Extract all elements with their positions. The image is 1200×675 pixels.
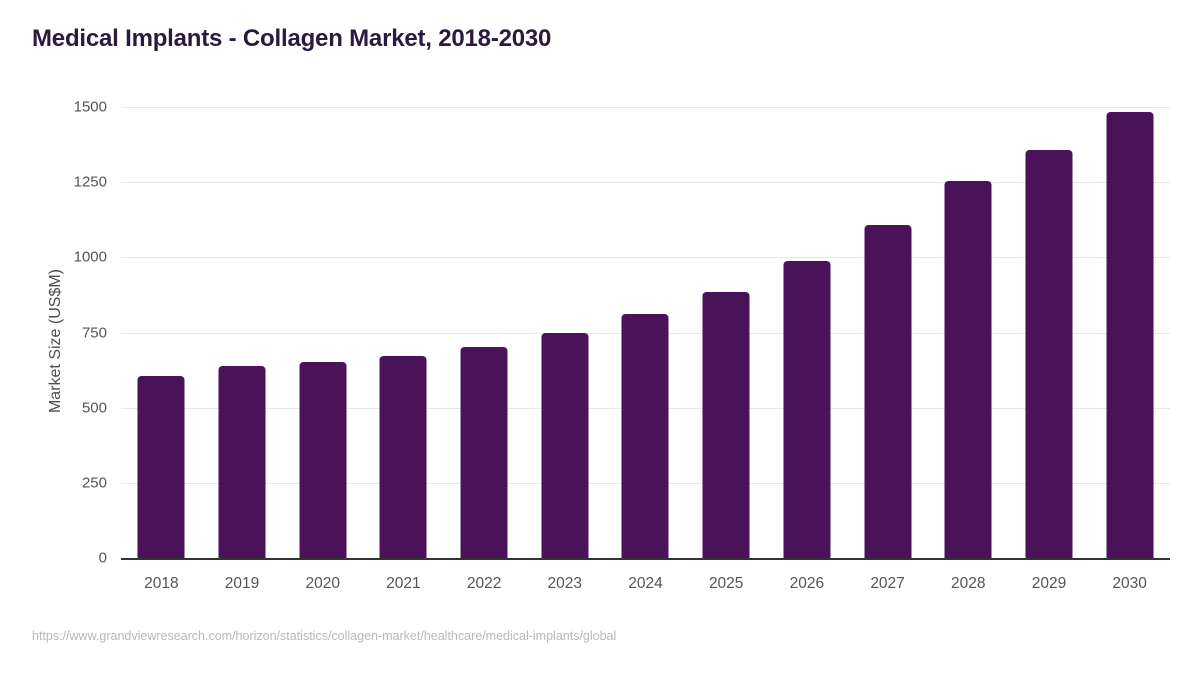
x-axis-tick-label: 2018 (144, 575, 179, 592)
x-axis-tick-label: 2030 (1112, 575, 1147, 592)
plot-area: 0 250 500 750 1000 1250 1500 2018 2019 2020 2021 2… (74, 99, 1170, 592)
x-axis-tick-label: 2026 (789, 575, 825, 592)
bar-slot (444, 107, 525, 558)
y-axis-tick-label: 0 (98, 549, 107, 567)
bar-slot (363, 107, 444, 558)
bar-slot (928, 107, 1009, 558)
y-axis-tick-label: 1500 (73, 98, 107, 116)
bar[interactable] (299, 361, 347, 558)
x-axis-tick-label: 2019 (224, 575, 260, 592)
bar[interactable] (379, 355, 427, 558)
x-axis-tick-label: 2025 (708, 575, 744, 592)
bar[interactable] (783, 260, 831, 558)
page-title: Medical Implants - Collagen Market, 2018… (32, 25, 552, 52)
bar-series (121, 107, 1170, 558)
bar-slot (121, 107, 202, 558)
bar-slot (686, 107, 767, 558)
x-axis-tick-label: 2024 (628, 575, 663, 592)
bar-slot (282, 107, 363, 558)
y-axis-tick-label: 1250 (73, 173, 107, 191)
bar[interactable] (460, 346, 508, 558)
y-axis-tick-label: 250 (81, 474, 107, 492)
bar-slot (1089, 107, 1170, 558)
y-axis-tick-label: 1000 (73, 248, 107, 266)
bar[interactable] (1106, 111, 1154, 558)
x-axis-tick-label: 2022 (466, 575, 502, 592)
source-url-caption: https://www.grandviewresearch.com/horizo… (32, 629, 617, 643)
bar[interactable] (864, 225, 912, 558)
y-axis-tick-label: 500 (81, 399, 107, 417)
gridline (121, 182, 1170, 184)
bar[interactable] (218, 365, 266, 558)
bar-slot (605, 107, 686, 558)
bar[interactable] (137, 376, 185, 558)
x-axis-tick-label: 2020 (305, 575, 340, 592)
x-axis-tick-label: 2027 (870, 575, 905, 592)
x-axis-tick-label: 2028 (951, 575, 986, 592)
bar[interactable] (944, 180, 992, 558)
bar[interactable] (621, 313, 669, 558)
bar-slot (1009, 107, 1090, 558)
x-axis-tick-label: 2029 (1031, 575, 1067, 592)
bar-slot (524, 107, 605, 558)
bar-slot (847, 107, 928, 558)
y-axis-tick-label: 750 (81, 324, 107, 341)
x-axis-tick-label: 2021 (386, 575, 421, 592)
bar-slot (767, 107, 848, 558)
gridline (121, 107, 1170, 108)
bar[interactable] (541, 332, 589, 558)
x-axis-line (121, 558, 1170, 560)
x-axis-tick-label: 2023 (547, 575, 583, 592)
bar[interactable] (1025, 149, 1073, 558)
bar[interactable] (702, 291, 750, 558)
bar-slot (202, 107, 283, 558)
gridline (121, 257, 1170, 259)
